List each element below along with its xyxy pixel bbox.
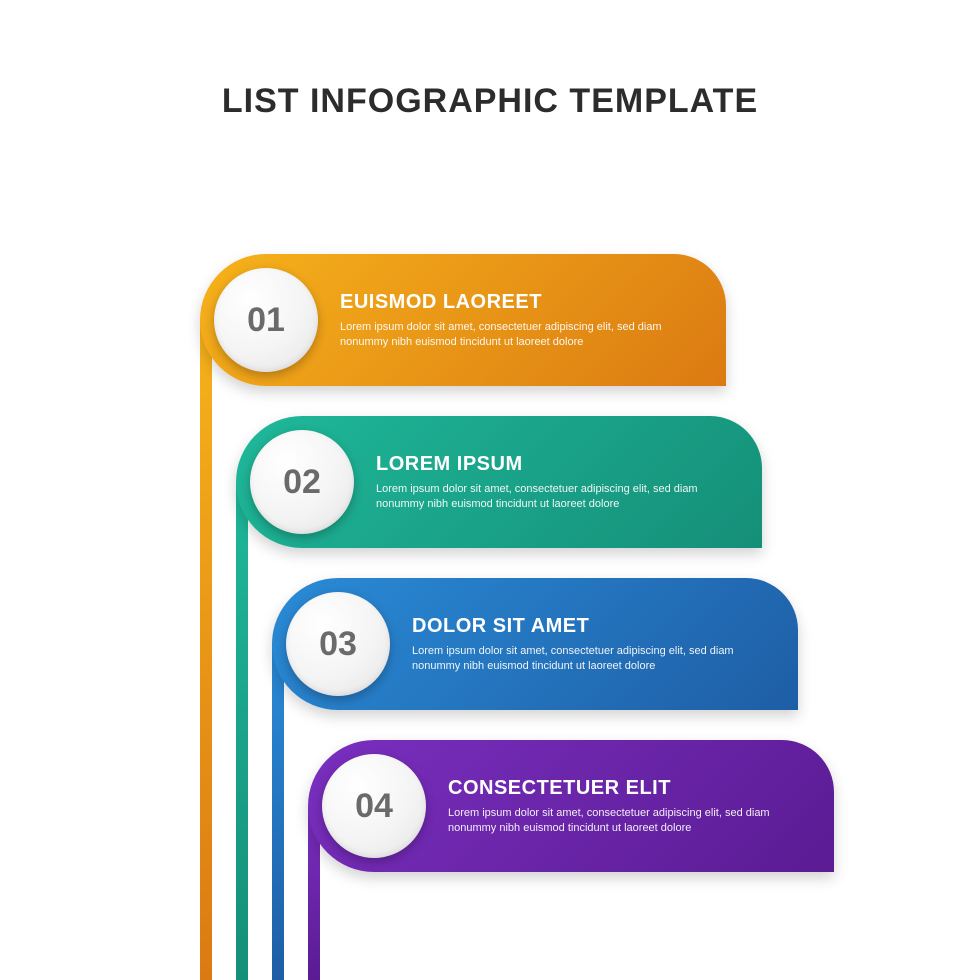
connector-stem-1 (200, 320, 212, 980)
step-number-badge: 01 (214, 268, 318, 372)
list-item-body: Lorem ipsum dolor sit amet, consectetuer… (340, 320, 700, 350)
list-item-text: LOREM IPSUM Lorem ipsum dolor sit amet, c… (376, 453, 736, 512)
list-item-body: Lorem ipsum dolor sit amet, consectetuer… (376, 482, 736, 512)
list-item-heading: LOREM IPSUM (376, 453, 736, 476)
list-item: 01 EUISMOD LAOREET Lorem ipsum dolor sit a… (200, 254, 726, 386)
list-item-heading: DOLOR SIT AMET (412, 615, 772, 638)
list-item-text: DOLOR SIT AMET Lorem ipsum dolor sit amet… (412, 615, 772, 674)
infographic-stage: 01 EUISMOD LAOREET Lorem ipsum dolor sit a… (0, 0, 980, 980)
list-item-body: Lorem ipsum dolor sit amet, consectetuer… (412, 644, 772, 674)
step-number: 03 (319, 625, 357, 664)
list-item-body: Lorem ipsum dolor sit amet, consectetuer… (448, 806, 808, 836)
connector-stem-3 (272, 644, 284, 980)
list-item: 04 CONSECTETUER ELIT Lorem ipsum dolor sit… (308, 740, 834, 872)
step-number: 02 (283, 463, 321, 502)
list-item-heading: CONSECTETUER ELIT (448, 777, 808, 800)
list-item-text: EUISMOD LAOREET Lorem ipsum dolor sit ame… (340, 291, 700, 350)
step-number: 01 (247, 301, 285, 340)
list-item-heading: EUISMOD LAOREET (340, 291, 700, 314)
step-number: 04 (355, 787, 393, 826)
step-number-badge: 03 (286, 592, 390, 696)
list-item: 03 DOLOR SIT AMET Lorem ipsum dolor sit am… (272, 578, 798, 710)
list-item-text: CONSECTETUER ELIT Lorem ipsum dolor sit a… (448, 777, 808, 836)
connector-stem-2 (236, 482, 248, 980)
step-number-badge: 02 (250, 430, 354, 534)
step-number-badge: 04 (322, 754, 426, 858)
list-item: 02 LOREM IPSUM Lorem ipsum dolor sit amet,… (236, 416, 762, 548)
